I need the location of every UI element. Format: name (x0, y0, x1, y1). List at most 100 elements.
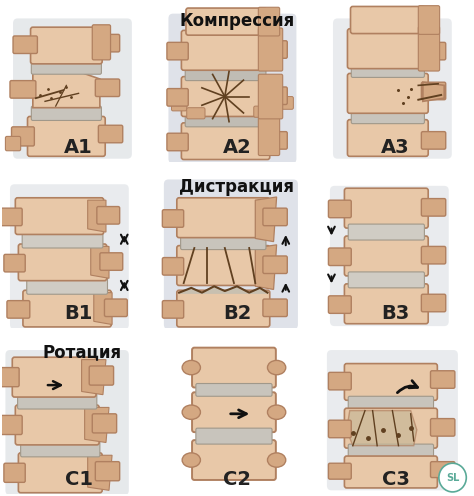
Text: C1: C1 (64, 470, 92, 489)
FancyBboxPatch shape (4, 463, 25, 482)
FancyBboxPatch shape (92, 25, 110, 60)
FancyBboxPatch shape (97, 206, 119, 224)
FancyBboxPatch shape (162, 210, 183, 227)
FancyBboxPatch shape (345, 408, 438, 448)
FancyBboxPatch shape (95, 34, 119, 52)
FancyBboxPatch shape (167, 89, 188, 106)
FancyBboxPatch shape (263, 131, 287, 149)
Polygon shape (255, 197, 277, 242)
FancyBboxPatch shape (430, 371, 455, 388)
FancyBboxPatch shape (164, 180, 298, 329)
FancyBboxPatch shape (104, 299, 128, 316)
Ellipse shape (182, 453, 201, 467)
FancyBboxPatch shape (263, 208, 287, 226)
FancyBboxPatch shape (350, 6, 425, 34)
Ellipse shape (267, 405, 286, 420)
FancyBboxPatch shape (13, 36, 37, 54)
FancyBboxPatch shape (328, 200, 351, 218)
FancyBboxPatch shape (21, 441, 100, 457)
Text: C3: C3 (382, 470, 410, 489)
FancyBboxPatch shape (185, 113, 266, 127)
FancyBboxPatch shape (263, 256, 287, 273)
FancyBboxPatch shape (95, 462, 119, 481)
FancyBboxPatch shape (7, 301, 30, 318)
FancyBboxPatch shape (196, 383, 272, 396)
Text: A1: A1 (64, 138, 93, 157)
FancyBboxPatch shape (421, 294, 446, 312)
FancyBboxPatch shape (185, 66, 266, 81)
FancyBboxPatch shape (27, 277, 108, 294)
FancyBboxPatch shape (177, 198, 270, 238)
FancyBboxPatch shape (95, 79, 119, 97)
FancyBboxPatch shape (162, 257, 183, 275)
FancyBboxPatch shape (345, 236, 428, 276)
FancyBboxPatch shape (172, 98, 187, 111)
FancyBboxPatch shape (258, 7, 280, 36)
FancyBboxPatch shape (186, 8, 267, 35)
Polygon shape (94, 293, 112, 324)
Circle shape (439, 463, 466, 492)
FancyBboxPatch shape (181, 234, 266, 249)
FancyBboxPatch shape (12, 357, 96, 397)
FancyBboxPatch shape (182, 123, 270, 160)
Text: B1: B1 (64, 304, 93, 323)
Ellipse shape (267, 453, 286, 467)
FancyBboxPatch shape (167, 133, 188, 151)
FancyBboxPatch shape (263, 41, 287, 58)
FancyBboxPatch shape (92, 414, 117, 433)
FancyBboxPatch shape (430, 419, 455, 436)
FancyBboxPatch shape (328, 463, 351, 479)
FancyBboxPatch shape (345, 188, 428, 228)
FancyBboxPatch shape (177, 290, 270, 327)
Ellipse shape (182, 405, 201, 420)
Polygon shape (255, 245, 277, 290)
FancyBboxPatch shape (421, 131, 446, 149)
Polygon shape (33, 72, 100, 108)
FancyBboxPatch shape (421, 42, 446, 60)
Polygon shape (82, 360, 106, 395)
FancyBboxPatch shape (328, 420, 351, 438)
Ellipse shape (182, 361, 201, 375)
FancyBboxPatch shape (192, 440, 276, 480)
Polygon shape (346, 411, 417, 446)
FancyBboxPatch shape (330, 186, 449, 326)
FancyBboxPatch shape (347, 29, 428, 68)
FancyBboxPatch shape (30, 27, 102, 64)
FancyBboxPatch shape (13, 18, 132, 159)
FancyBboxPatch shape (5, 350, 129, 495)
FancyBboxPatch shape (15, 198, 104, 235)
FancyBboxPatch shape (258, 28, 283, 71)
FancyBboxPatch shape (10, 81, 36, 98)
FancyBboxPatch shape (347, 120, 428, 156)
FancyBboxPatch shape (187, 108, 205, 119)
FancyBboxPatch shape (348, 224, 424, 240)
FancyBboxPatch shape (89, 366, 114, 385)
Polygon shape (423, 82, 444, 101)
FancyBboxPatch shape (278, 97, 293, 109)
Text: A3: A3 (381, 138, 410, 157)
FancyBboxPatch shape (100, 253, 123, 270)
Text: C2: C2 (223, 470, 251, 489)
FancyBboxPatch shape (23, 290, 111, 327)
FancyBboxPatch shape (418, 26, 439, 71)
FancyBboxPatch shape (421, 198, 446, 216)
FancyBboxPatch shape (1, 368, 19, 387)
FancyBboxPatch shape (348, 444, 434, 460)
FancyBboxPatch shape (11, 127, 34, 146)
FancyBboxPatch shape (327, 350, 458, 491)
FancyBboxPatch shape (177, 246, 270, 286)
FancyBboxPatch shape (258, 74, 283, 119)
FancyBboxPatch shape (421, 247, 446, 264)
FancyBboxPatch shape (328, 296, 351, 313)
Ellipse shape (267, 361, 286, 375)
FancyBboxPatch shape (10, 184, 129, 329)
FancyBboxPatch shape (1, 208, 22, 226)
FancyBboxPatch shape (333, 18, 452, 159)
FancyBboxPatch shape (192, 392, 276, 432)
FancyBboxPatch shape (5, 136, 21, 151)
FancyBboxPatch shape (192, 348, 276, 387)
FancyBboxPatch shape (31, 106, 101, 121)
FancyBboxPatch shape (328, 372, 351, 390)
FancyBboxPatch shape (18, 244, 107, 281)
FancyBboxPatch shape (421, 82, 446, 100)
